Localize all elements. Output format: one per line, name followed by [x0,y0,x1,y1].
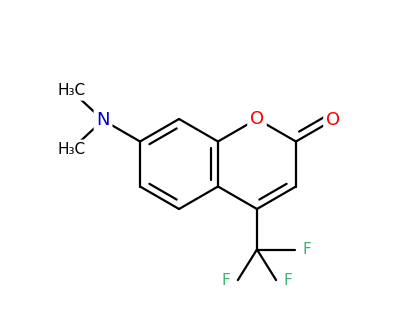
Text: N: N [96,111,110,129]
Text: O: O [250,110,264,128]
Text: H₃C: H₃C [57,83,86,98]
Text: F: F [284,273,292,288]
Text: O: O [326,111,340,129]
Text: F: F [303,242,312,257]
Text: F: F [222,273,230,288]
Text: H₃C: H₃C [57,142,86,157]
